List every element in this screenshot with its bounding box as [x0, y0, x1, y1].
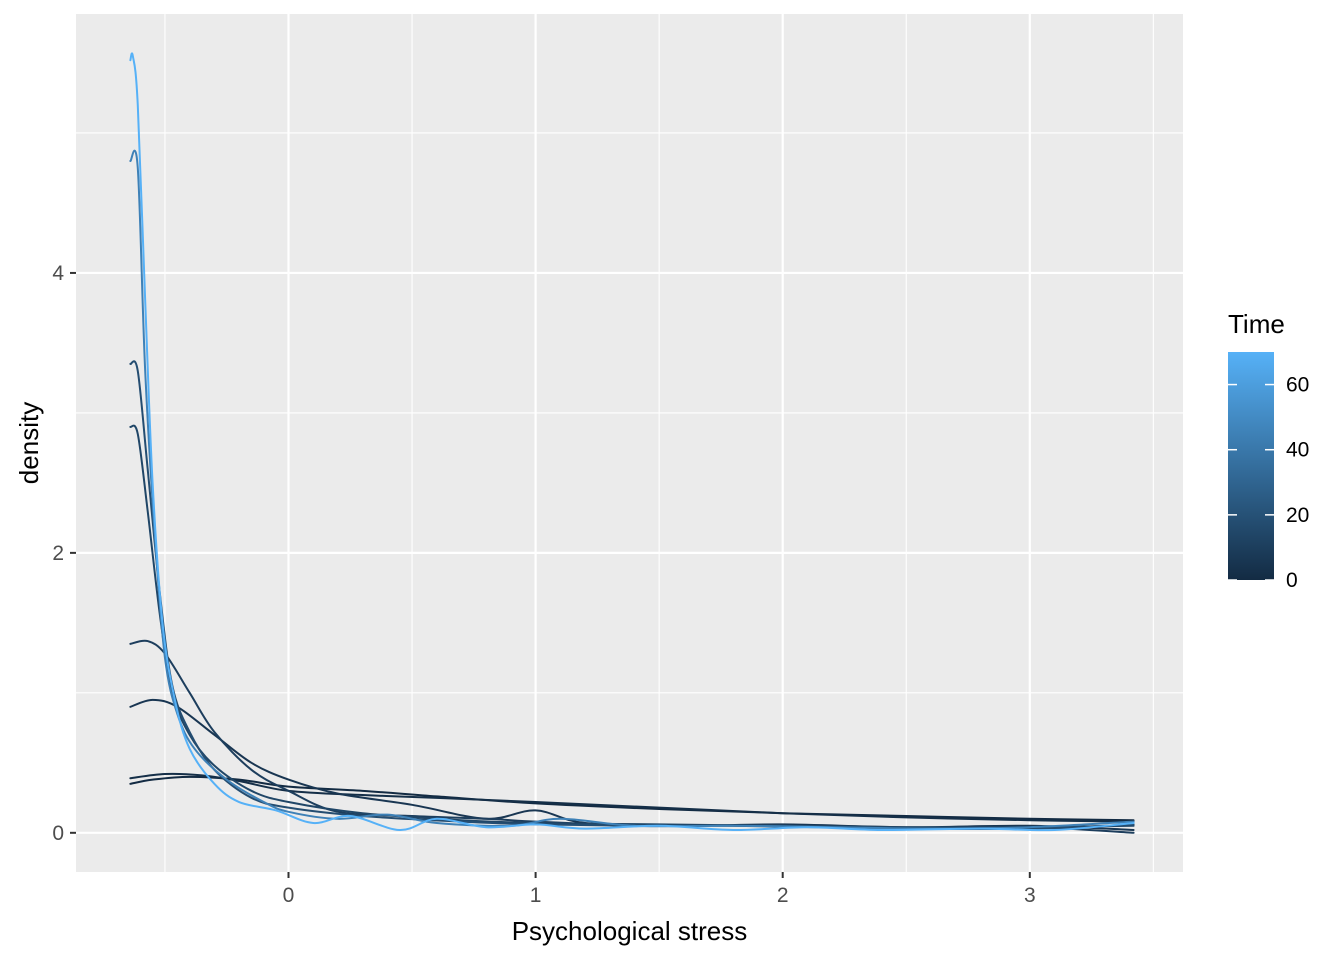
legend-title: Time — [1228, 309, 1285, 339]
legend-tick-label: 40 — [1286, 439, 1309, 462]
y-tick-label: 2 — [52, 542, 64, 565]
x-axis-title: Psychological stress — [512, 916, 748, 946]
legend: Time 0 20 40 60 — [1228, 309, 1309, 592]
legend-colorbar — [1228, 352, 1274, 580]
x-tick-label: 3 — [1024, 884, 1036, 907]
density-curve-series — [129, 775, 1135, 822]
x-tick-label: 1 — [530, 884, 542, 907]
y-tick-label: 0 — [52, 822, 64, 845]
axes: 0 1 2 3 0 2 4 — [52, 262, 1035, 907]
legend-tick-label: 0 — [1286, 569, 1298, 592]
legend-tick-label: 60 — [1286, 374, 1309, 397]
y-tick-label: 4 — [52, 262, 64, 285]
density-curves — [129, 52, 1135, 834]
plot-panel — [76, 14, 1183, 872]
density-curve-series — [129, 772, 1135, 823]
x-tick-label: 0 — [283, 884, 295, 907]
y-axis-title: density — [14, 402, 44, 484]
legend-tick-label: 20 — [1286, 504, 1309, 527]
density-curve-series — [129, 52, 1135, 832]
legend-ticks: 0 20 40 60 — [1228, 374, 1309, 592]
grid-lines — [76, 14, 1183, 872]
x-tick-label: 2 — [777, 884, 789, 907]
